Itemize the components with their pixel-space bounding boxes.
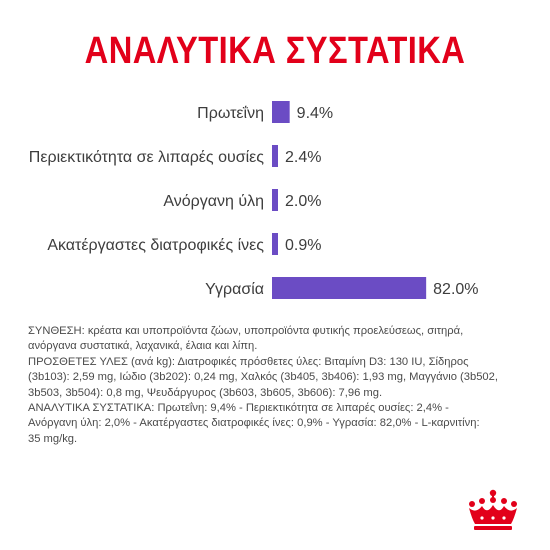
category-label: Ανόργανη ύλη xyxy=(163,193,264,210)
composition-line: ανόργανα συστατικά, λαχανικά, έλαια και … xyxy=(28,340,258,353)
composition-line: ΠΡΟΣΘΕΤΕΣ ΥΛΕΣ (ανά kg): Διατροφικές πρό… xyxy=(28,355,469,368)
composition-text: ΣΥΝΘΕΣΗ: κρέατα και υποπροϊόντα ζώων, υπ… xyxy=(28,324,528,447)
composition-line: ΣΥΝΘΕΣΗ: κρέατα και υποπροϊόντα ζώων, υπ… xyxy=(28,325,464,337)
bar xyxy=(272,189,278,211)
composition-line: ΑΝΑΛΥΤΙΚΑ ΣΥΣΤΑΤΙΚΑ: Πρωτεΐνη: 9,4% - Πε… xyxy=(28,402,449,415)
composition-line: Ανόργανη ύλη: 2,0% - Ακατέργαστες διατρο… xyxy=(28,417,480,430)
bar xyxy=(272,277,427,299)
composition-line: 35 mg/kg. xyxy=(28,432,78,445)
value-label: 9.4% xyxy=(297,105,333,122)
composition-line: (3b103): 2,59 mg, Ιώδιο (3b202): 0,24 mg… xyxy=(28,371,498,384)
value-label: 82.0% xyxy=(433,281,478,298)
composition-line: 3b503, 3b504): 0,8 mg, Ψευδάργυρος (3b60… xyxy=(28,386,383,399)
page-title: ΑΝΑΛΥΤΙΚΑ ΣΥΣΤΑΤΙΚΑ xyxy=(84,30,466,72)
nutrient-bar-chart: Πρωτεΐνη 9.4% Περιεκτικότητα σε λιπαρές ου… xyxy=(29,101,479,299)
bar xyxy=(272,101,290,123)
crown-icon xyxy=(469,489,517,530)
bar xyxy=(272,233,278,255)
category-label: Υγρασία xyxy=(205,281,264,298)
category-label: Ακατέργαστες διατροφικές ίνες xyxy=(47,237,264,254)
category-label: Περιεκτικότητα σε λιπαρές ουσίες xyxy=(29,149,265,166)
value-label: 2.0% xyxy=(285,193,321,210)
bar xyxy=(272,145,278,167)
value-label: 2.4% xyxy=(285,149,321,166)
value-label: 0.9% xyxy=(285,237,321,254)
category-label: Πρωτεΐνη xyxy=(197,105,264,122)
